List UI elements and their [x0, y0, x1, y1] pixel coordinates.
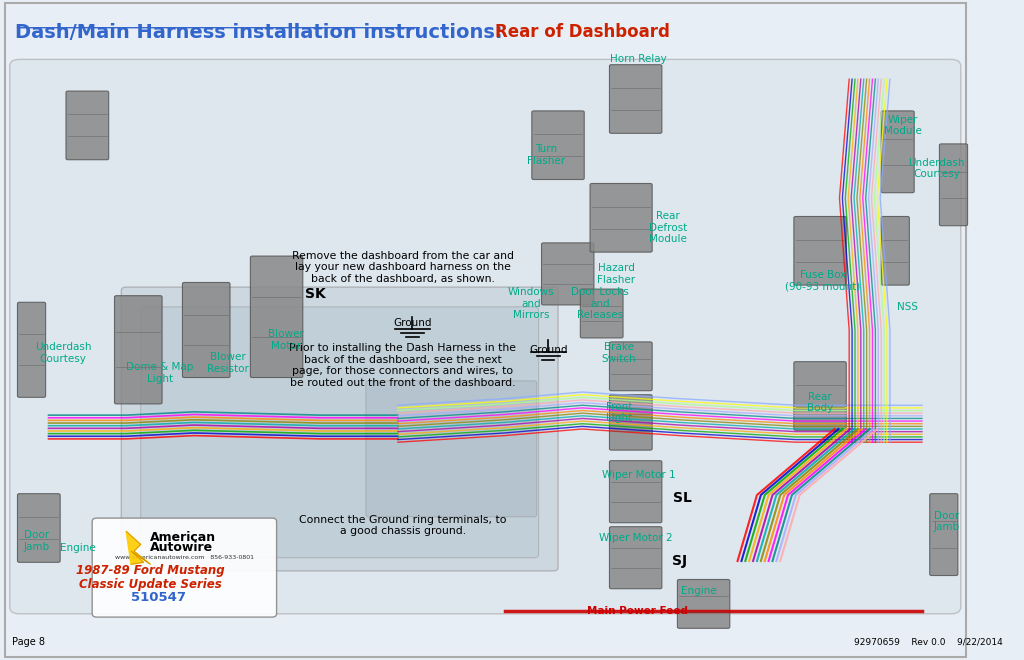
Text: Prior to installing the Dash Harness in the
back of the dashboard, see the next
: Prior to installing the Dash Harness in … [289, 343, 516, 388]
FancyBboxPatch shape [609, 342, 652, 391]
FancyBboxPatch shape [609, 461, 662, 523]
Text: Rear
Body: Rear Body [807, 392, 834, 413]
FancyBboxPatch shape [609, 395, 652, 450]
FancyBboxPatch shape [66, 91, 109, 160]
FancyBboxPatch shape [794, 362, 846, 430]
Text: Dash/Main Harness installation instructions:: Dash/Main Harness installation instructi… [14, 23, 502, 42]
Text: Rear
Defrost
Module: Rear Defrost Module [648, 211, 687, 244]
Text: Front
Light: Front Light [606, 402, 633, 423]
Text: Wiper Motor 2: Wiper Motor 2 [599, 533, 673, 543]
Text: Windows
and
Mirrors: Windows and Mirrors [508, 287, 554, 320]
Text: Wiper Motor 1: Wiper Motor 1 [602, 470, 676, 480]
Text: Classic Update Series: Classic Update Series [79, 578, 222, 591]
FancyBboxPatch shape [794, 216, 846, 285]
Text: Autowire: Autowire [151, 541, 214, 554]
Text: Dome & Map
Light: Dome & Map Light [126, 362, 194, 383]
Text: Brake
Switch: Brake Switch [602, 343, 637, 364]
Text: Main Power Feed: Main Power Feed [587, 605, 688, 616]
FancyBboxPatch shape [17, 302, 46, 397]
Text: American: American [151, 531, 216, 544]
FancyBboxPatch shape [939, 144, 968, 226]
FancyBboxPatch shape [366, 381, 537, 517]
Text: Hazard
Flasher: Hazard Flasher [597, 263, 635, 284]
FancyBboxPatch shape [140, 307, 539, 558]
FancyBboxPatch shape [542, 243, 594, 305]
Text: Blower
Resistor: Blower Resistor [207, 352, 249, 374]
FancyBboxPatch shape [531, 111, 585, 180]
Text: Underdash
Courtesy: Underdash Courtesy [908, 158, 965, 179]
Text: 92970659    Rev 0.0    9/22/2014: 92970659 Rev 0.0 9/22/2014 [854, 637, 1002, 646]
Text: Engine: Engine [59, 543, 95, 553]
Text: Connect the Ground ring terminals, to
a good chassis ground.: Connect the Ground ring terminals, to a … [299, 515, 507, 537]
FancyBboxPatch shape [609, 527, 662, 589]
FancyBboxPatch shape [182, 282, 230, 378]
Text: SJ: SJ [672, 554, 687, 568]
FancyBboxPatch shape [590, 183, 652, 252]
FancyBboxPatch shape [678, 579, 730, 628]
FancyBboxPatch shape [609, 65, 662, 133]
Text: 510547: 510547 [131, 591, 186, 604]
FancyBboxPatch shape [115, 296, 162, 404]
Text: NSS: NSS [897, 302, 918, 312]
Text: Door
Jamb: Door Jamb [933, 511, 959, 532]
Text: Door Locks
and
Releases: Door Locks and Releases [571, 287, 629, 320]
Text: Underdash
Courtesy: Underdash Courtesy [35, 343, 91, 364]
Text: Ground: Ground [529, 345, 567, 355]
FancyBboxPatch shape [930, 494, 957, 576]
Text: Engine: Engine [681, 585, 717, 596]
Text: www.americanautowire.com   856-933-0801: www.americanautowire.com 856-933-0801 [115, 555, 254, 560]
FancyBboxPatch shape [121, 287, 558, 571]
FancyBboxPatch shape [9, 59, 961, 614]
Text: Remove the dashboard from the car and
lay your new dashboard harness on the
back: Remove the dashboard from the car and la… [292, 251, 514, 284]
Text: Horn Relay: Horn Relay [610, 54, 667, 65]
Text: Rear of Dashboard: Rear of Dashboard [495, 23, 670, 41]
Text: Blower
Motor: Blower Motor [268, 329, 304, 350]
FancyBboxPatch shape [92, 518, 276, 617]
Text: SK: SK [305, 286, 326, 301]
Text: Fuse Box
(90-93 mount): Fuse Box (90-93 mount) [785, 270, 860, 291]
Text: 1987-89 Ford Mustang: 1987-89 Ford Mustang [76, 564, 224, 578]
Polygon shape [126, 531, 151, 564]
Text: Wiper
Module: Wiper Module [884, 115, 922, 136]
Text: Door
Jamb: Door Jamb [24, 531, 50, 552]
Text: Turn
Flasher: Turn Flasher [527, 145, 565, 166]
FancyBboxPatch shape [882, 111, 914, 193]
Text: Page 8: Page 8 [11, 636, 45, 647]
FancyBboxPatch shape [882, 216, 909, 285]
Text: Ground: Ground [393, 318, 432, 329]
Text: SL: SL [673, 491, 691, 506]
FancyBboxPatch shape [17, 494, 60, 562]
FancyBboxPatch shape [581, 289, 623, 338]
FancyBboxPatch shape [251, 256, 303, 378]
